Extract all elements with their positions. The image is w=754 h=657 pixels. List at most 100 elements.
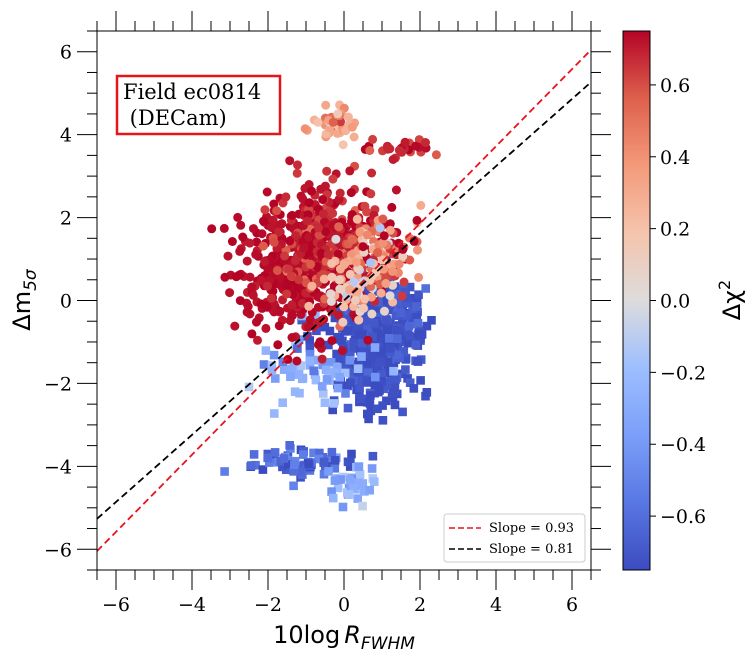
data-point-square xyxy=(355,470,365,479)
data-point-square xyxy=(398,369,407,379)
data-point-square xyxy=(309,448,318,458)
data-point-circle xyxy=(363,335,373,345)
data-point-circle xyxy=(281,192,291,202)
data-point-circle xyxy=(365,146,375,155)
data-point-circle xyxy=(391,185,401,195)
data-point-square xyxy=(355,383,364,393)
x-tick-label: 2 xyxy=(414,594,426,616)
data-point-circle xyxy=(305,315,315,325)
data-point-square xyxy=(278,398,287,407)
data-point-square xyxy=(319,469,329,479)
data-point-square xyxy=(340,368,350,378)
data-point-circle xyxy=(266,293,276,303)
data-point-square xyxy=(330,464,340,473)
data-point-square xyxy=(249,450,259,459)
data-point-circle xyxy=(376,288,386,298)
data-point-square xyxy=(357,331,367,340)
data-point-square xyxy=(332,349,341,359)
data-point-square xyxy=(296,361,306,370)
data-point-square xyxy=(427,316,436,325)
data-point-circle xyxy=(367,168,377,178)
data-point-circle xyxy=(343,112,353,122)
data-point-circle xyxy=(320,181,330,191)
data-point-square xyxy=(267,366,277,376)
data-point-square xyxy=(422,388,432,397)
data-point-square xyxy=(270,448,280,457)
y-tick-label: 4 xyxy=(60,125,72,147)
data-point-square xyxy=(386,343,395,353)
data-point-square xyxy=(422,321,432,331)
data-point-square xyxy=(289,467,298,476)
data-point-circle xyxy=(275,272,285,282)
annotation-line-1: Field ec0814 xyxy=(123,80,261,104)
colorbar-tick-label: −0.2 xyxy=(660,362,706,384)
data-point-square xyxy=(319,389,328,398)
data-point-square xyxy=(363,368,373,377)
data-point-square xyxy=(333,363,342,372)
data-point-square xyxy=(417,330,427,339)
data-point-square xyxy=(363,409,372,419)
data-point-circle xyxy=(366,189,376,199)
data-point-circle xyxy=(280,251,290,261)
data-point-circle xyxy=(328,174,338,184)
data-point-square xyxy=(409,293,418,303)
data-point-square xyxy=(364,414,373,424)
data-point-square xyxy=(412,312,421,322)
data-point-square xyxy=(368,350,377,360)
data-point-square xyxy=(413,318,423,328)
data-point-square xyxy=(220,467,229,476)
data-point-square xyxy=(379,346,389,356)
data-point-square xyxy=(357,338,367,348)
data-point-square xyxy=(363,358,372,367)
data-point-square xyxy=(324,455,334,464)
data-point-square xyxy=(378,401,387,410)
data-point-square xyxy=(258,465,268,474)
data-point-square xyxy=(317,382,327,391)
data-point-square xyxy=(304,459,313,468)
data-point-square xyxy=(334,354,344,363)
data-point-circle xyxy=(274,321,284,331)
data-point-circle xyxy=(230,321,240,331)
data-point-circle xyxy=(223,251,233,261)
data-point-circle xyxy=(258,241,268,251)
data-point-circle xyxy=(327,336,337,346)
data-point-square xyxy=(401,365,410,374)
data-point-square xyxy=(368,332,377,341)
data-point-square xyxy=(353,478,363,488)
data-point-square xyxy=(402,310,412,320)
data-point-circle xyxy=(292,356,302,366)
data-point-circle xyxy=(339,260,349,270)
data-point-square xyxy=(338,502,348,512)
data-point-square xyxy=(401,298,411,308)
data-point-circle xyxy=(266,222,276,232)
data-point-circle xyxy=(321,227,331,237)
data-point-circle xyxy=(397,291,407,301)
data-point-square xyxy=(296,467,305,476)
data-point-circle xyxy=(328,117,338,127)
x-tick-label: −2 xyxy=(254,594,282,616)
data-point-square xyxy=(414,290,423,299)
data-point-square xyxy=(362,377,372,386)
data-point-square xyxy=(319,457,329,467)
data-point-circle xyxy=(256,275,266,285)
data-point-square xyxy=(361,315,370,325)
colorbar-tick-label: 0.2 xyxy=(660,219,690,241)
data-point-square xyxy=(333,483,343,493)
data-point-square xyxy=(393,334,402,343)
data-point-square xyxy=(293,344,302,353)
data-point-circle xyxy=(275,307,284,317)
data-point-circle xyxy=(351,257,361,267)
data-point-square xyxy=(354,462,364,471)
data-point-square xyxy=(371,372,380,382)
data-point-circle xyxy=(354,315,364,325)
data-point-square xyxy=(345,475,355,484)
data-point-square xyxy=(345,462,355,471)
data-point-square xyxy=(318,360,327,370)
data-point-square xyxy=(368,451,378,461)
data-point-square xyxy=(265,458,274,467)
data-point-square xyxy=(296,461,305,471)
data-point-circle xyxy=(252,317,261,327)
data-point-circle xyxy=(288,311,297,320)
data-point-circle xyxy=(385,291,395,301)
